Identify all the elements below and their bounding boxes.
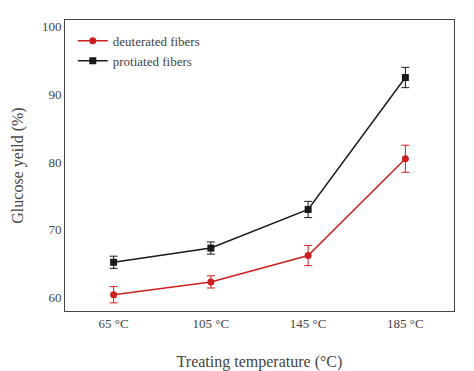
svg-text:Glucose yeild (%): Glucose yeild (%) (9, 107, 27, 223)
svg-text:protiated fibers: protiated fibers (113, 54, 192, 69)
svg-text:80: 80 (48, 155, 61, 170)
svg-text:185 °C: 185 °C (387, 316, 424, 331)
svg-text:100: 100 (42, 19, 62, 34)
svg-text:90: 90 (48, 87, 61, 102)
svg-text:Treating temperature (°C): Treating temperature (°C) (177, 353, 343, 371)
svg-text:145 °C: 145 °C (290, 316, 327, 331)
svg-text:60: 60 (48, 290, 61, 305)
svg-text:70: 70 (48, 222, 61, 237)
svg-text:deuterated fibers: deuterated fibers (113, 34, 200, 49)
svg-text:105 °C: 105 °C (193, 316, 230, 331)
svg-text:65 °C: 65 °C (99, 316, 129, 331)
